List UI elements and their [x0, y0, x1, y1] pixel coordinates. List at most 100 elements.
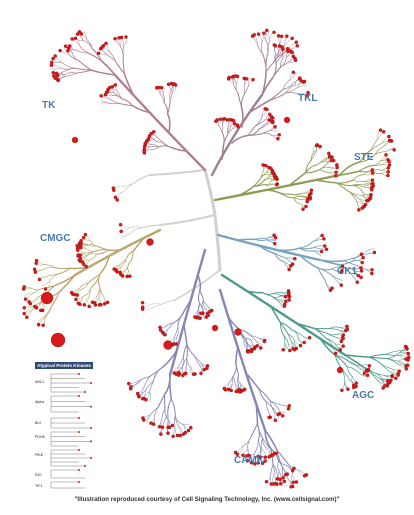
kinase-dot [91, 301, 94, 304]
kinase-dot [284, 295, 287, 298]
atypical-family-alpha: Alpha [35, 400, 44, 404]
kinase-dot [52, 57, 55, 60]
agc-branch [383, 365, 391, 372]
kinase-dot [329, 289, 332, 292]
camk2-branch [162, 409, 165, 419]
cmgc-branch [44, 307, 51, 317]
tkl-branch [266, 53, 268, 72]
group-label-ste: STE [354, 152, 373, 163]
center-branch [134, 175, 150, 183]
kinase-dot [141, 397, 144, 400]
kinase-dot [167, 426, 170, 429]
center-branch [150, 303, 161, 304]
kinase-dot [282, 476, 285, 479]
kinase-dot [331, 156, 334, 159]
group-label-agc: AGC [352, 390, 374, 401]
kinase-dot [164, 341, 173, 350]
kinase-dot [334, 352, 337, 355]
kinase-dot [42, 324, 45, 327]
kinase-dot [259, 346, 262, 349]
kinase-dot [113, 268, 116, 271]
kinase-dot [227, 388, 230, 391]
center-branch [142, 225, 160, 228]
kinase-dot [82, 236, 85, 239]
kinase-dot [114, 37, 117, 40]
camk2-branch [199, 291, 200, 303]
camk-branch [258, 424, 260, 441]
kinase-dot [360, 253, 363, 256]
tkl-branch [222, 143, 224, 159]
ste-branch [315, 180, 337, 183]
kinase-dot [226, 118, 229, 121]
ck1-branch [254, 238, 266, 239]
kinase-dot [149, 422, 152, 425]
tkl-branch [222, 133, 224, 144]
tkl-branch [233, 84, 238, 93]
kinase-dot [369, 193, 372, 196]
camk2-branch [173, 315, 182, 323]
kinase-dot [80, 239, 83, 242]
tk-branch [108, 103, 118, 104]
kinase-dot [237, 388, 240, 391]
kinase-dot [141, 301, 144, 304]
tk-branch [164, 102, 168, 114]
tkl-branch [286, 93, 299, 94]
kinase-dot [382, 130, 385, 133]
camk-branch [271, 465, 274, 476]
tk-branch [160, 94, 164, 103]
kinase-dot [173, 371, 176, 374]
camk2-branch [187, 345, 188, 359]
agc-branch [329, 329, 339, 330]
agc-branch [369, 354, 386, 357]
kinase-dot [103, 302, 106, 305]
kinase-dot [90, 440, 92, 442]
tkl-branch [236, 83, 238, 93]
kinase-dot [286, 50, 289, 53]
image-credit: "Illustration reproduced courtesy of Cel… [0, 496, 414, 503]
kinase-dot [78, 258, 81, 261]
tk-branch [162, 142, 171, 148]
camk2-branch [171, 399, 175, 416]
kinase-dot [356, 281, 359, 284]
kinase-dot [303, 474, 306, 477]
kinase-dot [285, 35, 288, 38]
tk-branch [62, 62, 74, 68]
kinase-dot [219, 118, 222, 121]
kinase-dot [365, 369, 368, 372]
kinase-dot [102, 44, 105, 47]
atypical-family-tif1: TIF1 [35, 484, 42, 488]
kinase-dot [35, 259, 38, 262]
tk-branch [163, 88, 165, 94]
kinase-dot [388, 163, 391, 166]
tk-branch [101, 103, 108, 105]
kinase-dot [78, 469, 80, 471]
tkl-branch [268, 41, 270, 53]
kinase-dot [37, 323, 40, 326]
kinase-dot [291, 469, 294, 472]
tk-branch [79, 45, 88, 53]
kinase-dot [342, 345, 345, 348]
kinase-dot [391, 375, 394, 378]
center-branch [144, 309, 151, 314]
kinase-dot [282, 348, 285, 351]
camk-branch [233, 364, 236, 376]
kinase-dot [287, 407, 290, 410]
kinase-dot [120, 230, 123, 233]
kinase-dot [406, 364, 409, 367]
tk-branch [120, 38, 121, 46]
ste-branch [313, 145, 315, 152]
camk2-branch [183, 345, 187, 358]
camk-branch [270, 401, 281, 405]
kinase-dot [361, 207, 364, 210]
kinase-dot [265, 29, 268, 32]
kinase-dot [284, 473, 287, 476]
kinase-dot [293, 257, 296, 260]
kinase-dot [386, 174, 389, 177]
kinase-dot [283, 305, 286, 308]
kinase-dot [189, 426, 192, 429]
kinase-dot [388, 160, 391, 163]
agc-branch [327, 333, 336, 337]
kinase-dot [273, 242, 276, 245]
cmgc-branch [57, 275, 75, 284]
kinase-dot [143, 148, 146, 151]
